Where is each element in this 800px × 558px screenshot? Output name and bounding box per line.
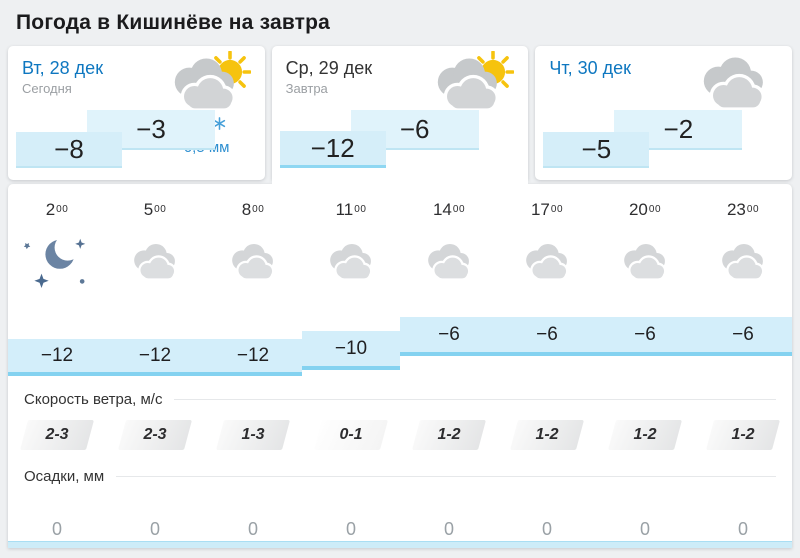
wind-value-chip: 1-2 [612, 420, 678, 450]
hour-icons-row [8, 231, 792, 295]
hour-label: 2 00 [45, 200, 69, 219]
temp-cell: −6 [498, 317, 596, 356]
day-card-title[interactable]: Чт, 30 дек [549, 58, 632, 78]
wind-value-chip: 1-2 [416, 420, 482, 450]
precip-value: 0 [345, 518, 356, 539]
wind-section-title: Скорость ветра, м/с [24, 391, 776, 408]
hourly-forecast-panel: 2 00 5 00 8 00 11 00 14 00 17 00 20 00 23 00 −12… [8, 184, 792, 548]
clear-night-icon [20, 233, 86, 288]
precip-section-title: Осадки, мм [24, 468, 776, 485]
precip-value: 0 [541, 518, 552, 539]
temp-cell: −6 [694, 317, 792, 356]
precip-values-row: 0 0 0 0 0 0 0 0 [8, 518, 792, 540]
wind-value-chip: 2-3 [122, 420, 188, 450]
temp-cell: −12 [204, 339, 302, 376]
precip-value: 0 [247, 518, 258, 539]
day-card-tomorrow[interactable]: Ср, 29 дек Завтра −12 −6 [271, 46, 529, 191]
night-temp: −12 [279, 131, 386, 168]
cloud-sun-icon [424, 51, 515, 115]
day-card-icon-box [422, 51, 518, 115]
temp-cell: −6 [400, 317, 498, 356]
overcast-icon [322, 243, 380, 283]
precip-value: 0 [639, 518, 650, 539]
divider [174, 399, 776, 400]
hour-label: 14 00 [432, 200, 466, 219]
wind-value-chip: 2-3 [24, 420, 90, 450]
wind-values-row: 2-3 2-3 1-3 0-1 1-2 1-2 1-2 1-2 [8, 420, 792, 450]
temp-cell: −10 [302, 331, 400, 370]
wind-value-chip: 1-3 [220, 420, 286, 450]
overcast-icon [616, 243, 674, 283]
day-card-subtitle: Завтра [285, 81, 328, 96]
precip-value: 0 [443, 518, 454, 539]
hour-label: 5 00 [143, 200, 167, 219]
day-card-title: Ср, 29 дек [285, 58, 373, 78]
bottom-strip [8, 541, 792, 548]
night-temp: −8 [16, 132, 122, 168]
hour-label: 23 00 [726, 200, 760, 219]
day-card-day-after[interactable]: Чт, 30 дек −5 −2 [535, 46, 793, 180]
wind-value-chip: 1-2 [514, 420, 580, 450]
hour-label: 20 00 [628, 200, 662, 219]
page-title: Погода в Кишинёве на завтра [16, 11, 331, 34]
day-card-today[interactable]: Вт, 28 дек Сегодня 0,5 мм −8 −3 [8, 46, 265, 180]
clouds-icon [692, 56, 776, 114]
wind-value-chip: 0-1 [318, 420, 384, 450]
wind-value-chip: 1-2 [710, 420, 776, 450]
overcast-icon [714, 243, 772, 283]
temp-cell: −12 [8, 339, 106, 376]
precip-value: 0 [737, 518, 748, 539]
cloud-sun-icon [161, 51, 251, 115]
night-temp: −5 [543, 132, 650, 168]
overcast-icon [518, 243, 576, 283]
overcast-icon [224, 243, 282, 283]
hour-label: 11 00 [335, 200, 367, 219]
divider [116, 476, 776, 477]
day-card-title[interactable]: Вт, 28 дек [22, 58, 104, 78]
day-card-icon-box [686, 56, 782, 114]
hour-labels-row: 2 00 5 00 8 00 11 00 14 00 17 00 20 00 23 00 [8, 184, 792, 223]
overcast-icon [420, 243, 478, 283]
temp-cell: −12 [106, 339, 204, 376]
hour-label: 8 00 [241, 200, 265, 219]
precip-value: 0 [149, 518, 160, 539]
day-card-subtitle: Сегодня [22, 81, 72, 96]
precip-value: 0 [51, 518, 62, 539]
overcast-icon [126, 243, 184, 283]
temp-cell: −6 [596, 317, 694, 356]
hour-label: 17 00 [530, 200, 564, 219]
temperature-strip: −12 −12 −12 −10 −6 −6 −6 −6 [8, 311, 792, 377]
day-cards-row: Вт, 28 дек Сегодня 0,5 мм −8 −3 Ср, 29 д… [0, 46, 800, 191]
